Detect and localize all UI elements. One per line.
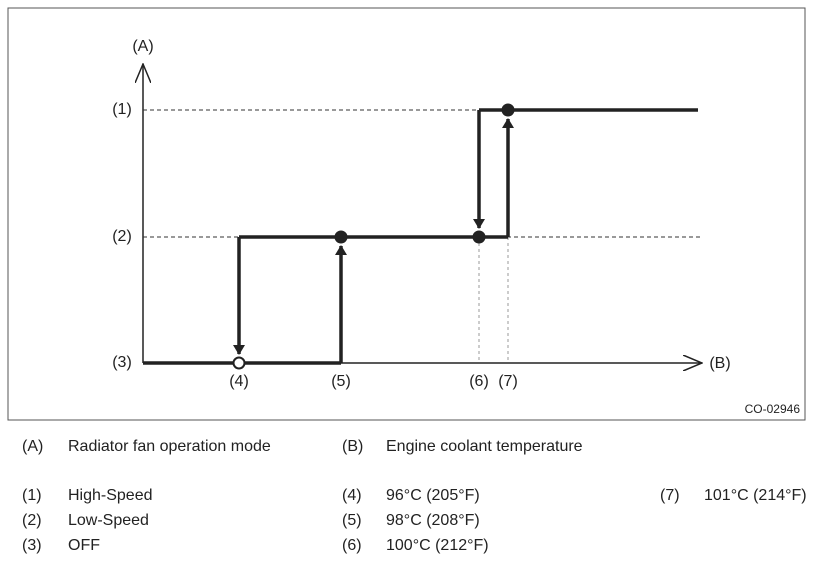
- point-label: (4): [229, 373, 249, 390]
- point-open: [232, 356, 246, 370]
- legend-code: (B): [342, 438, 363, 455]
- legend-code: (4): [342, 487, 362, 504]
- point-label: (7): [498, 373, 518, 390]
- frame: [7, 7, 806, 421]
- legend-code: (7): [660, 487, 680, 504]
- figure: (A) (B) (1) (2) (3) (4) (5) (6) (7) CO-0…: [7, 7, 806, 421]
- legend-text: 101°C (214°F): [704, 487, 807, 504]
- legend-text: Engine coolant temperature: [386, 438, 583, 455]
- legend-text: Low-Speed: [68, 512, 149, 529]
- legend-code: (2): [22, 512, 42, 529]
- legend-text: High-Speed: [68, 487, 153, 504]
- legend-text: Radiator fan operation mode: [68, 438, 271, 455]
- legend-code: (5): [342, 512, 362, 529]
- level-label: (2): [112, 228, 132, 245]
- legend-text: 96°C (205°F): [386, 487, 480, 504]
- figure-id: CO-02946: [745, 402, 801, 416]
- legend-code: (A): [22, 438, 43, 455]
- legend-code: (6): [342, 537, 362, 554]
- axis-label: (A): [132, 38, 153, 55]
- legend: (A) Radiator fan operation mode (B) Engi…: [22, 438, 807, 554]
- point: [501, 103, 515, 117]
- legend-text: 100°C (212°F): [386, 537, 489, 554]
- legend-code: (1): [22, 487, 42, 504]
- legend-text: OFF: [68, 537, 100, 554]
- point-label: (6): [469, 373, 489, 390]
- point: [472, 230, 486, 244]
- legend-code: (3): [22, 537, 42, 554]
- point-label: (5): [331, 373, 351, 390]
- level-label: (1): [112, 101, 132, 118]
- point: [334, 230, 348, 244]
- axis-label: (B): [709, 355, 730, 372]
- legend-text: 98°C (208°F): [386, 512, 480, 529]
- level-label: (3): [112, 354, 132, 371]
